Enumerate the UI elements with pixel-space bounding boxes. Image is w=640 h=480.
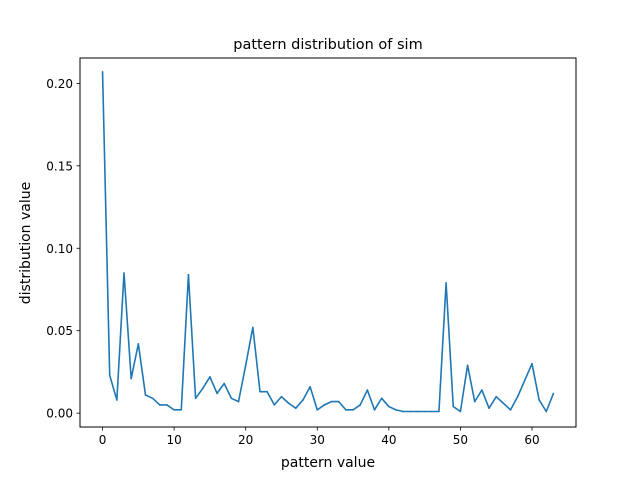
data-point (445, 282, 447, 284)
series-group (101, 71, 555, 413)
data-point (402, 410, 404, 413)
data-point (524, 379, 526, 381)
data-point (159, 404, 161, 406)
data-point (452, 405, 455, 408)
data-point (287, 402, 290, 405)
x-tick-label: 0 (99, 433, 107, 447)
y-tick-label: 0.05 (46, 324, 73, 338)
data-point (244, 364, 247, 367)
data-point (430, 410, 433, 413)
data-point (388, 405, 390, 408)
y-axis-ticks: 0.00 0.05 0.10 0.15 0.20 (46, 77, 80, 421)
data-point (323, 404, 326, 406)
data-point (259, 390, 261, 393)
x-axis-ticks: 0 10 20 30 40 50 60 (99, 427, 540, 447)
data-point (273, 404, 276, 406)
data-point (123, 272, 125, 274)
y-tick-label: 0.15 (46, 159, 73, 173)
data-point (280, 395, 283, 398)
x-tick-label: 40 (381, 433, 396, 447)
data-point (187, 273, 190, 276)
data-point (395, 409, 397, 411)
data-point (130, 377, 132, 380)
plot-area (80, 58, 576, 427)
data-point (366, 389, 369, 391)
data-point (459, 410, 462, 413)
data-point (531, 362, 533, 365)
data-point (266, 390, 268, 393)
data-point (538, 399, 540, 401)
data-point (252, 326, 254, 329)
data-point (345, 409, 347, 411)
data-point (438, 410, 440, 413)
data-point (352, 409, 354, 411)
data-point (516, 395, 519, 398)
data-point (223, 382, 226, 385)
x-tick-label: 20 (238, 433, 253, 447)
data-point (309, 385, 311, 388)
data-point (488, 407, 490, 410)
data-point (137, 343, 140, 345)
data-point (545, 410, 548, 413)
data-point (359, 404, 362, 406)
y-tick-label: 0.20 (46, 77, 73, 91)
y-tick-label: 0.00 (46, 407, 73, 421)
data-point (180, 409, 183, 411)
x-tick-label: 30 (310, 433, 325, 447)
x-tick-label: 60 (524, 433, 539, 447)
data-point (194, 397, 197, 400)
data-point (201, 387, 204, 390)
data-point (380, 397, 383, 400)
y-tick-label: 0.10 (46, 242, 73, 256)
data-point (502, 402, 505, 405)
x-tick-label: 10 (166, 433, 181, 447)
y-axis-label: distribution value (18, 182, 34, 304)
data-point (237, 400, 240, 403)
data-point (416, 410, 419, 413)
data-point (108, 374, 111, 377)
chart-title: pattern distribution of sim (233, 37, 422, 53)
data-point (509, 409, 512, 411)
data-point (552, 392, 555, 395)
data-point (166, 404, 168, 406)
data-point (337, 400, 340, 403)
data-point (209, 376, 211, 378)
data-point (373, 409, 376, 411)
data-point (409, 410, 412, 413)
data-point (466, 364, 469, 367)
data-point (316, 409, 319, 411)
data-point (101, 71, 104, 73)
data-point (294, 407, 297, 410)
data-point (144, 394, 147, 396)
x-tick-label: 50 (453, 433, 468, 447)
data-point (330, 400, 333, 403)
data-point (173, 409, 175, 411)
axes-frame (79, 57, 577, 428)
data-point (216, 392, 218, 395)
x-axis-label: pattern value (281, 455, 375, 471)
series-line (101, 71, 555, 413)
data-point (151, 397, 154, 400)
data-point (495, 395, 497, 398)
data-point (116, 399, 118, 401)
data-point (473, 400, 476, 403)
data-point (423, 410, 426, 413)
data-point (481, 389, 483, 391)
data-point (230, 397, 233, 400)
data-point (302, 399, 304, 401)
